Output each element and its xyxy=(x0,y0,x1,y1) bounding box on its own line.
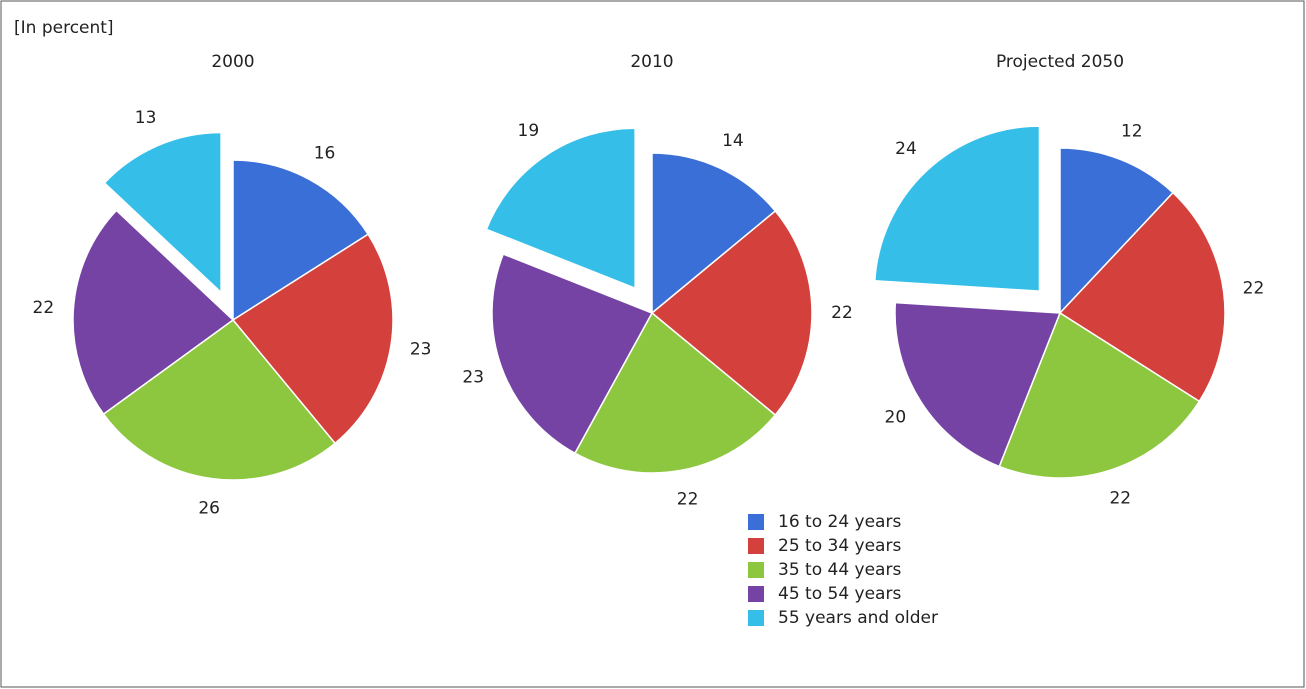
value-label: 23 xyxy=(462,367,484,387)
value-label: 16 xyxy=(314,144,336,164)
pie-slice xyxy=(102,318,337,481)
pie-slice xyxy=(894,301,1062,468)
pie-slice xyxy=(1059,147,1175,315)
pie-title: 2010 xyxy=(630,52,673,72)
legend-label: 55 years and older xyxy=(778,608,938,628)
legend-label: 45 to 54 years xyxy=(778,584,901,604)
pie-slice xyxy=(103,131,222,295)
pie-slice xyxy=(573,311,777,474)
legend-label: 25 to 34 years xyxy=(778,536,901,556)
legend-swatch xyxy=(748,562,764,578)
pie-slice xyxy=(232,159,370,322)
legend-label: 16 to 24 years xyxy=(778,512,901,532)
value-label: 12 xyxy=(1121,122,1143,142)
value-label: 26 xyxy=(198,499,220,519)
value-label: 22 xyxy=(831,303,853,323)
legend-swatch xyxy=(748,586,764,602)
pie-slice xyxy=(650,209,813,417)
pie-slice xyxy=(1058,191,1226,403)
value-label: 22 xyxy=(677,490,699,510)
pie-slice xyxy=(491,253,654,455)
value-label: 23 xyxy=(410,340,432,360)
value-label: 22 xyxy=(33,298,55,318)
pie-slice xyxy=(873,125,1041,292)
value-label: 20 xyxy=(885,407,907,427)
subtitle: [In percent] xyxy=(14,18,114,38)
pie-slice xyxy=(998,311,1201,479)
value-label: 13 xyxy=(135,108,157,128)
legend-swatch xyxy=(748,610,764,626)
pie-title: 2000 xyxy=(211,52,254,72)
value-label: 22 xyxy=(1109,488,1131,508)
pie-slice xyxy=(485,127,636,290)
pie-slice xyxy=(72,209,235,416)
value-label: 24 xyxy=(895,139,917,159)
pie-slice xyxy=(651,152,777,315)
value-label: 22 xyxy=(1243,279,1265,299)
value-label: 19 xyxy=(518,121,540,141)
pie-title: Projected 2050 xyxy=(996,52,1124,72)
legend-swatch xyxy=(748,538,764,554)
legend-swatch xyxy=(748,514,764,530)
value-label: 14 xyxy=(722,131,744,151)
pie-slice xyxy=(231,233,394,445)
legend-label: 35 to 44 years xyxy=(778,560,901,580)
